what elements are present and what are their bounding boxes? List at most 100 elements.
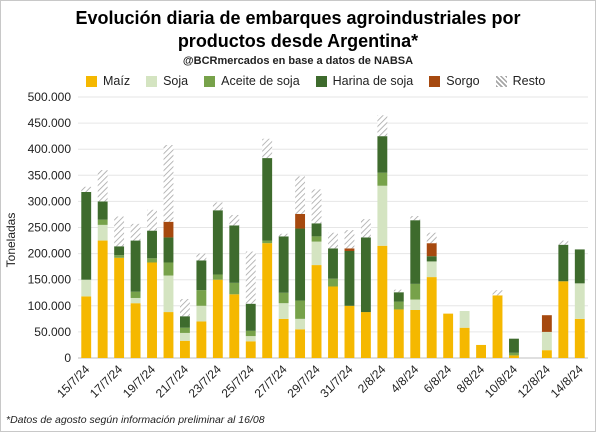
legend-label: Aceite de soja (221, 74, 300, 88)
bar-resto (130, 223, 141, 241)
bar-harina-de-soja (114, 246, 125, 256)
bar-resto (344, 230, 355, 249)
x-tick-label: 27/7/24 (252, 362, 290, 400)
bar-harina-de-soja (262, 158, 273, 241)
bar-sorgo (163, 221, 174, 238)
bar-resto (212, 202, 223, 211)
bar-soja (180, 332, 190, 341)
bar-maiz (114, 257, 125, 358)
bar-aceite-de-soja (295, 300, 306, 319)
x-tick-label: 2/8/24 (355, 362, 389, 396)
bar-soja (81, 279, 92, 297)
bar-maiz (245, 341, 256, 358)
bar-maiz (410, 309, 421, 358)
bar-aceite-de-soja (130, 291, 141, 298)
y-tick-label: 400.000 (28, 142, 72, 156)
bar-harina-de-soja (344, 250, 355, 306)
bar-aceite-de-soja (311, 236, 322, 242)
bar-sorgo (295, 213, 306, 229)
bar-maiz (295, 329, 306, 358)
footnote: *Datos de agosto según información preli… (6, 414, 265, 426)
bar-soja (459, 311, 470, 328)
bar-maiz (97, 240, 108, 358)
bar-aceite-de-soja (212, 274, 223, 280)
bar-resto (426, 232, 437, 244)
legend-swatch (86, 75, 97, 87)
bar-harina-de-soja (509, 338, 519, 353)
x-tick-label: 29/7/24 (284, 362, 322, 400)
bar-soja (426, 261, 437, 278)
y-tick-label: 250.000 (28, 221, 72, 235)
chart-legend: Maíz Soja Aceite de soja Harina de soja Sorg… (86, 74, 545, 88)
bar-harina-de-soja (278, 236, 289, 293)
bar-harina-de-soja (558, 244, 569, 282)
chart-title-line1: Evolución diaria de embarques agroindust… (75, 8, 521, 28)
x-tick-label: 31/7/24 (317, 362, 355, 400)
y-tick-label: 100.000 (28, 299, 72, 313)
bar-maiz (574, 318, 585, 358)
legend-label: Soja (163, 74, 189, 88)
bar-resto (163, 145, 174, 222)
bar-maiz (558, 281, 569, 358)
y-tick-label: 500.000 (28, 90, 72, 104)
bar-aceite-de-soja (410, 283, 421, 300)
legend-item-aceite-de-soja: Aceite de soja (204, 74, 300, 88)
bar-harina-de-soja (147, 230, 157, 259)
bar-maiz (344, 305, 355, 358)
bar-maiz (393, 309, 404, 358)
y-tick-label: 50.000 (34, 325, 71, 339)
bar-maiz (262, 243, 273, 358)
bar-harina-de-soja (393, 292, 404, 302)
bar-maiz (147, 262, 157, 358)
bar-maiz (328, 286, 338, 358)
legend-swatch (204, 75, 216, 87)
y-tick-label: 200.000 (28, 247, 72, 261)
bar-aceite-de-soja (147, 258, 157, 263)
bar-harina-de-soja (196, 260, 207, 291)
bar-resto (311, 189, 322, 224)
y-tick-label: 350.000 (28, 168, 72, 182)
bar-harina-de-soja (377, 136, 388, 173)
bar-resto (492, 290, 503, 296)
bar-harina-de-soja (360, 237, 371, 313)
y-tick-label: 300.000 (28, 194, 72, 208)
legend-swatch (429, 75, 441, 87)
bar-aceite-de-soja (393, 301, 404, 310)
legend-item-harina-de-soja: Harina de soja (315, 74, 413, 88)
bar-resto (196, 253, 207, 261)
bar-maiz (541, 350, 552, 358)
legend-item-sorgo: Sorgo (429, 74, 480, 88)
bar-harina-de-soja (574, 249, 585, 284)
y-tick-label: 150.000 (28, 273, 72, 287)
bar-maiz (443, 313, 454, 358)
bar-maiz (377, 245, 388, 358)
bar-maiz (360, 312, 371, 358)
bar-maiz (476, 344, 486, 358)
bar-soja (163, 275, 174, 313)
x-tick-label: 4/8/24 (388, 362, 422, 396)
bar-resto (262, 138, 273, 159)
bar-harina-de-soja (81, 192, 92, 280)
bar-resto (81, 186, 92, 192)
legend-label: Sorgo (446, 74, 480, 88)
bar-maiz (163, 312, 174, 358)
y-tick-label: 0 (64, 351, 71, 365)
bar-harina-de-soja (328, 248, 338, 279)
bar-resto (558, 240, 569, 245)
bar-resto (180, 299, 190, 317)
bar-harina-de-soja (180, 316, 190, 328)
bar-sorgo (541, 315, 552, 332)
legend-swatch (495, 75, 507, 87)
bar-resto (360, 219, 371, 238)
bar-harina-de-soja (311, 223, 322, 237)
x-tick-label: 17/7/24 (87, 362, 125, 400)
bar-harina-de-soja (245, 303, 256, 331)
bar-maiz (311, 265, 322, 358)
bar-resto (245, 251, 256, 304)
bar-aceite-de-soja (509, 352, 519, 356)
bar-resto (328, 232, 338, 249)
bar-maiz (492, 295, 503, 358)
bar-soja (541, 331, 552, 351)
legend-item-resto: Resto (495, 74, 545, 88)
